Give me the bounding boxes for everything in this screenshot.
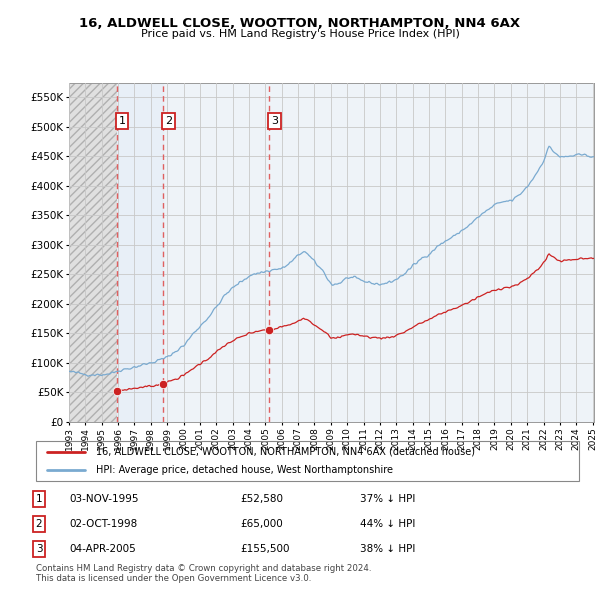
Text: 16, ALDWELL CLOSE, WOOTTON, NORTHAMPTON, NN4 6AX: 16, ALDWELL CLOSE, WOOTTON, NORTHAMPTON,…: [79, 17, 521, 30]
Text: 16, ALDWELL CLOSE, WOOTTON, NORTHAMPTON, NN4 6AX (detached house): 16, ALDWELL CLOSE, WOOTTON, NORTHAMPTON,…: [96, 447, 475, 457]
Text: 1: 1: [118, 116, 125, 126]
Text: £52,580: £52,580: [240, 494, 283, 504]
Text: 37% ↓ HPI: 37% ↓ HPI: [360, 494, 415, 504]
Text: 1: 1: [35, 494, 43, 504]
Text: HPI: Average price, detached house, West Northamptonshire: HPI: Average price, detached house, West…: [96, 465, 393, 475]
Text: 2: 2: [35, 519, 43, 529]
Text: 3: 3: [271, 116, 278, 126]
Bar: [117, 83, 163, 422]
Text: 3: 3: [35, 544, 43, 553]
Text: 44% ↓ HPI: 44% ↓ HPI: [360, 519, 415, 529]
Text: 2: 2: [165, 116, 172, 126]
Text: 38% ↓ HPI: 38% ↓ HPI: [360, 544, 415, 553]
Text: £65,000: £65,000: [240, 519, 283, 529]
Text: 04-APR-2005: 04-APR-2005: [69, 544, 136, 553]
Text: £155,500: £155,500: [240, 544, 290, 553]
Text: 02-OCT-1998: 02-OCT-1998: [69, 519, 137, 529]
Text: Contains HM Land Registry data © Crown copyright and database right 2024.
This d: Contains HM Land Registry data © Crown c…: [36, 564, 371, 584]
Text: Price paid vs. HM Land Registry's House Price Index (HPI): Price paid vs. HM Land Registry's House …: [140, 29, 460, 39]
Text: 03-NOV-1995: 03-NOV-1995: [69, 494, 139, 504]
